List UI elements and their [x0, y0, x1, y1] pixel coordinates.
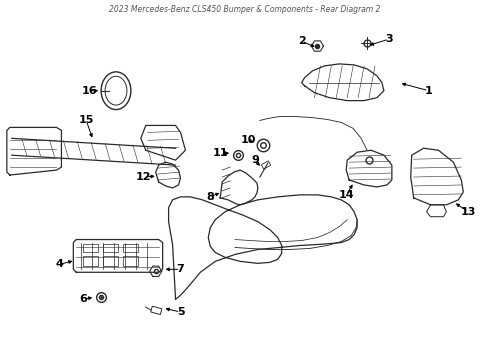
Bar [103, 244, 118, 252]
Text: 3: 3 [385, 34, 392, 44]
Text: 16: 16 [81, 86, 97, 96]
Text: 2: 2 [298, 36, 305, 46]
Bar [261, 161, 271, 169]
Text: 6: 6 [79, 294, 87, 304]
Text: 15: 15 [78, 116, 94, 126]
Text: 1: 1 [425, 86, 433, 96]
Text: 8: 8 [206, 192, 214, 202]
Text: 7: 7 [176, 264, 184, 274]
Bar [83, 256, 98, 266]
Text: 10: 10 [240, 135, 256, 145]
Text: 9: 9 [251, 155, 259, 165]
Text: 12: 12 [136, 172, 151, 182]
Text: 13: 13 [461, 207, 476, 217]
Text: 11: 11 [213, 148, 228, 158]
Bar [83, 244, 98, 252]
Bar [123, 244, 138, 252]
Bar [123, 256, 138, 266]
Text: 14: 14 [339, 190, 354, 200]
Bar [103, 256, 118, 266]
Bar [151, 306, 162, 315]
Text: 5: 5 [177, 307, 184, 317]
Text: 4: 4 [55, 259, 63, 269]
Text: 2023 Mercedes-Benz CLS450 Bumper & Components - Rear Diagram 2: 2023 Mercedes-Benz CLS450 Bumper & Compo… [109, 5, 381, 14]
